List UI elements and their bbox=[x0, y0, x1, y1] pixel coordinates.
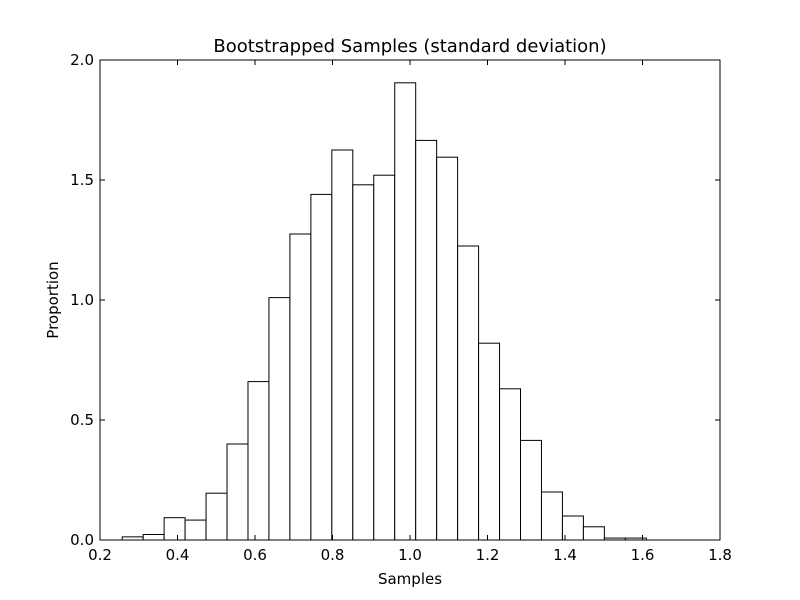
histogram-bar-6 bbox=[226, 443, 249, 541]
histogram-bar-14 bbox=[394, 82, 417, 541]
histogram-bar-18 bbox=[478, 342, 501, 541]
x-tick-label: 0.4 bbox=[166, 546, 190, 564]
histogram-bar-21 bbox=[540, 491, 563, 541]
histogram-bar-17 bbox=[457, 245, 480, 541]
histogram-bar-12 bbox=[352, 184, 375, 541]
histogram-bar-20 bbox=[520, 439, 542, 541]
histogram-bar-10 bbox=[310, 193, 333, 541]
histogram-bar-11 bbox=[331, 149, 354, 541]
y-tick-label: 2.0 bbox=[70, 51, 94, 69]
histogram-bar-8 bbox=[268, 297, 291, 541]
histogram-bar-19 bbox=[499, 388, 522, 541]
bars-group bbox=[121, 82, 647, 541]
x-tick-label: 1.8 bbox=[708, 546, 732, 564]
x-tick-label: 1.6 bbox=[631, 546, 655, 564]
x-tick-label: 0.6 bbox=[243, 546, 267, 564]
histogram-bar-3 bbox=[163, 517, 186, 541]
y-axis-label: Proportion bbox=[44, 261, 62, 338]
chart-title: Bootstrapped Samples (standard deviation… bbox=[213, 36, 606, 57]
y-tick-label: 0.0 bbox=[70, 531, 94, 549]
plot-frame bbox=[99, 59, 721, 541]
ticks-group: 0.2 0.4 0.6 0.8 1.0 1.2 1.4 1.6 1.8 0.0 0.5 1.0 1.5 2… bbox=[70, 51, 732, 564]
x-tick-label: 0.2 bbox=[88, 546, 112, 564]
histogram-bar-16 bbox=[436, 156, 459, 541]
x-axis-label: Samples bbox=[378, 570, 442, 588]
y-tick-label: 1.0 bbox=[70, 291, 94, 309]
histogram-bar-22 bbox=[561, 515, 584, 541]
histogram-bar-13 bbox=[373, 174, 396, 541]
histogram-bar-23 bbox=[582, 526, 605, 541]
histogram-bar-2 bbox=[142, 533, 165, 541]
histogram-bar-15 bbox=[415, 139, 438, 541]
histogram-bar-7 bbox=[247, 381, 270, 541]
y-tick-label: 0.5 bbox=[70, 411, 94, 429]
y-tick-label: 1.5 bbox=[70, 171, 94, 189]
histogram-bar-5 bbox=[205, 492, 228, 541]
x-tick-label: 1.0 bbox=[398, 546, 422, 564]
x-tick-label: 1.2 bbox=[476, 546, 500, 564]
histogram-bar-4 bbox=[184, 519, 207, 541]
histogram-bar-9 bbox=[289, 233, 312, 541]
x-tick-label: 1.4 bbox=[553, 546, 577, 564]
x-tick-label: 0.8 bbox=[321, 546, 345, 564]
